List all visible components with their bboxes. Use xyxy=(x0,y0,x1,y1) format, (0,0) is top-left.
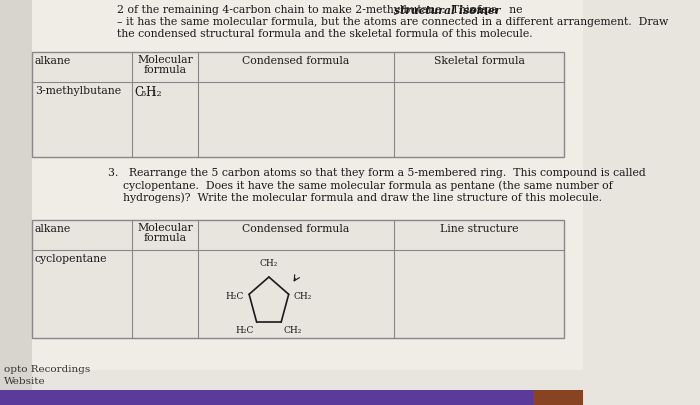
Text: hydrogens)?  Write the molecular formula and draw the line structure of this mol: hydrogens)? Write the molecular formula … xyxy=(123,192,602,202)
Text: Condensed formula: Condensed formula xyxy=(242,56,349,66)
Text: formula: formula xyxy=(144,65,186,75)
Text: 12: 12 xyxy=(151,90,162,98)
Bar xyxy=(32,220,564,338)
Text: CH₂: CH₂ xyxy=(260,259,278,268)
Text: the condensed structural formula and the skeletal formula of this molecule.: the condensed structural formula and the… xyxy=(116,29,532,39)
Text: alkane: alkane xyxy=(35,224,71,234)
Text: cyclopentane: cyclopentane xyxy=(35,254,108,264)
Text: cyclopentane.  Does it have the same molecular formula as pentane (the same numb: cyclopentane. Does it have the same mole… xyxy=(123,180,613,191)
Bar xyxy=(32,52,564,157)
Text: structural isomer: structural isomer xyxy=(394,5,500,16)
Text: H₂C: H₂C xyxy=(225,292,244,301)
Bar xyxy=(0,0,32,405)
Text: Line structure: Line structure xyxy=(440,224,519,234)
Text: Molecular: Molecular xyxy=(137,55,193,65)
Text: Website: Website xyxy=(4,377,46,386)
Text: Condensed formula: Condensed formula xyxy=(242,224,349,234)
Text: 3-methylbutane: 3-methylbutane xyxy=(35,86,121,96)
Text: Molecular: Molecular xyxy=(137,223,193,233)
Text: 3.   Rearrange the 5 carbon atoms so that they form a 5-membered ring.  This com: 3. Rearrange the 5 carbon atoms so that … xyxy=(108,168,646,178)
Text: 5: 5 xyxy=(141,90,146,98)
Text: H: H xyxy=(145,86,155,99)
Text: of p     ne: of p ne xyxy=(467,5,522,15)
Text: CH₂: CH₂ xyxy=(284,326,302,335)
Text: Skeletal formula: Skeletal formula xyxy=(434,56,524,66)
Text: C: C xyxy=(135,86,144,99)
Text: 2 of the remaining 4-carbon chain to make 2-methylbutane.  This is a: 2 of the remaining 4-carbon chain to mak… xyxy=(116,5,500,15)
Text: H₂C: H₂C xyxy=(236,326,254,335)
Text: opto Recordings: opto Recordings xyxy=(4,365,90,374)
Text: – it has the same molecular formula, but the atoms are connected in a different : – it has the same molecular formula, but… xyxy=(116,17,668,27)
Bar xyxy=(0,390,583,405)
Text: formula: formula xyxy=(144,233,186,243)
Text: CH₂: CH₂ xyxy=(294,292,312,301)
Bar xyxy=(533,390,583,405)
Text: alkane: alkane xyxy=(35,56,71,66)
